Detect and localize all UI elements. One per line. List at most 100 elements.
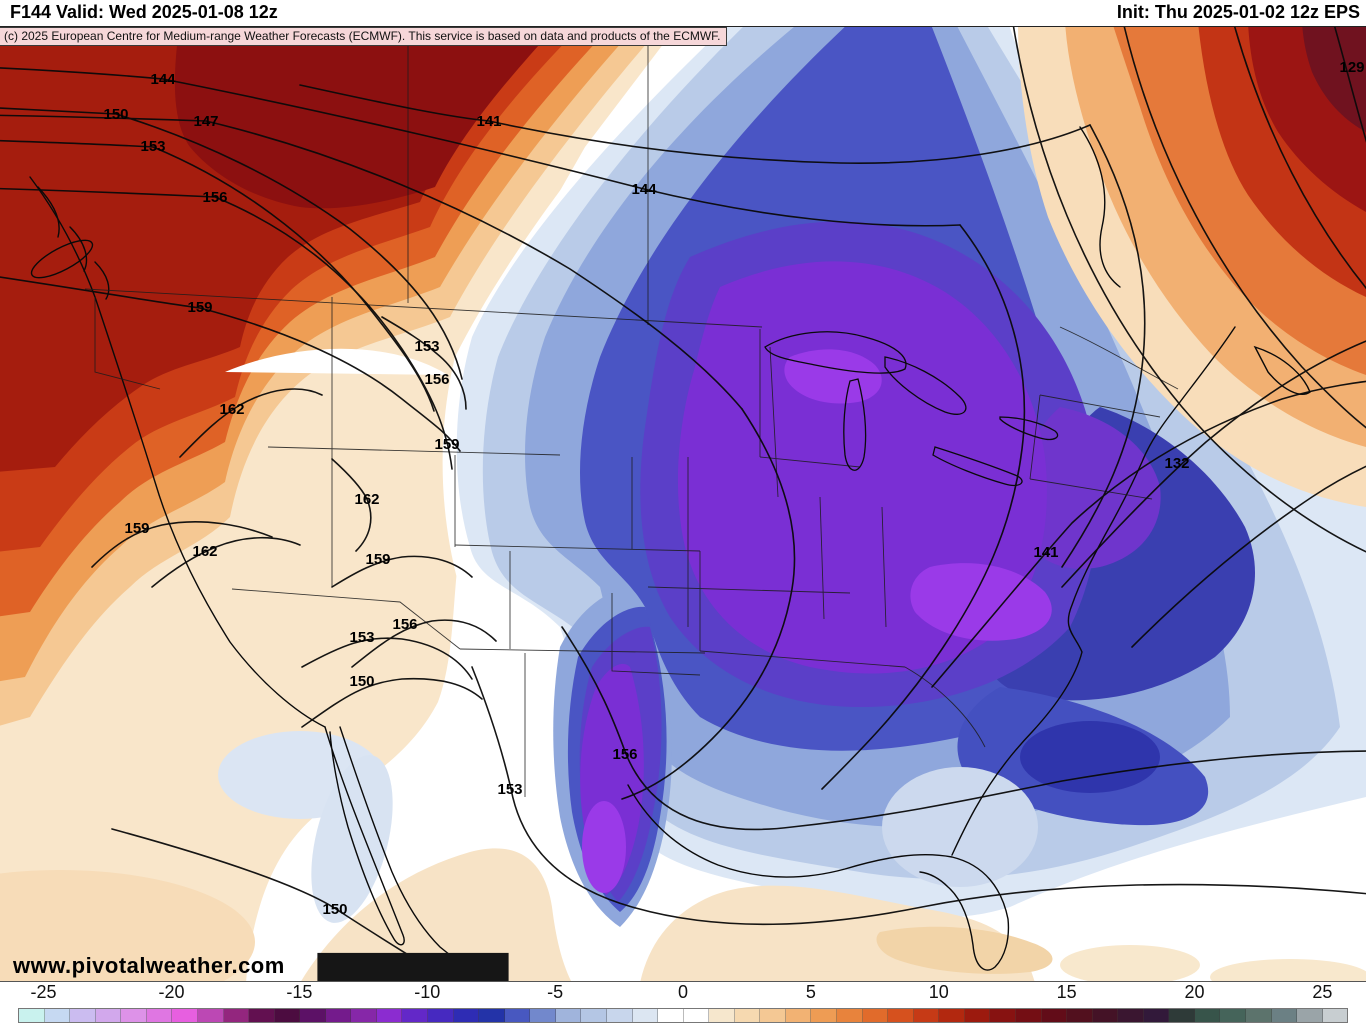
contour-line-layer <box>0 27 1366 981</box>
colorbar-segment <box>632 1009 659 1022</box>
gear-icon <box>0 929 1096 981</box>
colorbar-segment <box>197 1009 224 1022</box>
contour-value-label: 129 <box>1339 59 1364 76</box>
colorbar-tick-label: -25 <box>30 982 57 1002</box>
colorbar-segment <box>581 1009 607 1022</box>
contour-value-label: 156 <box>424 371 449 388</box>
contour-value-label: 153 <box>140 138 165 155</box>
colorbar-segment <box>1297 1009 1323 1022</box>
colorbar-segment <box>1322 1009 1348 1022</box>
colorbar-segment <box>249 1009 275 1022</box>
colorbar-segment <box>70 1009 96 1022</box>
contour-value-label: 153 <box>349 629 374 646</box>
title-bar: F144 Valid: Wed 2025-01-08 12z Init: Thu… <box>0 0 1366 26</box>
colorbar-segment <box>862 1009 889 1022</box>
colorbar-segment <box>683 1009 710 1022</box>
colorbar-segment <box>402 1009 428 1022</box>
colorbar-segment <box>1143 1009 1170 1022</box>
great-lakes-layer <box>764 331 1059 487</box>
valid-time-title: F144 Valid: Wed 2025-01-08 12z <box>10 2 278 22</box>
colorbar-segment <box>990 1009 1016 1022</box>
contour-value-label: 156 <box>202 189 227 206</box>
colorbar-tick-label: 20 <box>1184 982 1205 1002</box>
colorbar-segment <box>964 1009 991 1022</box>
colorbar-segment <box>658 1009 684 1022</box>
contour-value-label: 159 <box>365 551 390 568</box>
colorbar-segment <box>44 1009 71 1022</box>
contour-value-label: 156 <box>612 746 637 763</box>
colorbar-segment <box>376 1009 403 1022</box>
contour-value-label: 159 <box>434 436 459 453</box>
colorbar-segment <box>121 1009 147 1022</box>
colorbar-tick-label: -5 <box>547 982 564 1002</box>
contour-label-layer: 144 150 147 153 156 141 144 159 153 156 162 159 162 1… <box>103 59 1364 918</box>
colorbar-segment <box>1246 1009 1272 1022</box>
contour-value-label: 162 <box>192 543 217 560</box>
colorbar-segment <box>504 1009 531 1022</box>
contour-value-label: 132 <box>1164 455 1189 472</box>
colorbar-segment <box>785 1009 812 1022</box>
contour-value-label: 153 <box>414 338 439 355</box>
colorbar-segment <box>1271 1009 1298 1022</box>
warm-west-fill-layer <box>0 27 696 981</box>
colorbar-segment <box>146 1009 173 1022</box>
colorbar-tick-labels: -25 -20 -15 -10 -5 0 5 10 15 20 25 <box>18 982 1348 1006</box>
colorbar-segment <box>888 1009 914 1022</box>
map-canvas: 144 150 147 153 156 141 144 159 153 156 162 159 162 1… <box>0 27 1366 981</box>
contour-value-label: 147 <box>193 113 218 130</box>
colorbar-area: -25 -20 -15 -10 -5 0 5 10 15 20 25 <box>0 982 1366 1024</box>
contour-value-label: 144 <box>631 181 657 198</box>
colorbar-tick-label: -10 <box>414 982 441 1002</box>
contour-value-label: 162 <box>219 401 244 418</box>
colorbar-segment <box>811 1009 837 1022</box>
colorbar-segment <box>1220 1009 1246 1022</box>
colorbar <box>18 1008 1348 1023</box>
colorbar-segment <box>760 1009 786 1022</box>
cold-fill-layer <box>456 27 1366 927</box>
contour-value-label: 150 <box>103 106 128 123</box>
contour-value-label: 156 <box>392 616 417 633</box>
colorbar-segment <box>95 1009 122 1022</box>
colorbar-segment <box>1041 1009 1068 1022</box>
pivotal-weather-logo: pivtalweather <box>0 923 1358 981</box>
contour-value-label: 144 <box>150 71 176 88</box>
colorbar-tick-label: 25 <box>1312 982 1333 1002</box>
ecmwf-copyright-bar: (c) 2025 European Centre for Medium-rang… <box>0 27 727 46</box>
colorbar-segment <box>428 1009 454 1022</box>
south-fill-layer <box>0 731 1366 981</box>
contour-value-label: 162 <box>354 491 379 508</box>
colorbar-segment <box>1067 1009 1093 1022</box>
colorbar-segment <box>606 1009 633 1022</box>
colorbar-tick-label: 15 <box>1056 982 1077 1002</box>
init-time-title: Init: Thu 2025-01-02 12z EPS <box>1116 2 1360 22</box>
contour-value-label: 159 <box>187 299 212 316</box>
colorbar-segment <box>1194 1009 1221 1022</box>
contour-value-label: 150 <box>322 901 347 918</box>
colorbar-segment <box>172 1009 198 1022</box>
colorbar-tick-label: 0 <box>677 982 689 1002</box>
colorbar-segment <box>453 1009 480 1022</box>
colorbar-segment <box>274 1009 301 1022</box>
anomaly-map: 144 150 147 153 156 141 144 159 153 156 162 159 162 1… <box>0 26 1366 982</box>
watermark-url: www.pivotalweather.com <box>13 953 285 978</box>
contour-value-label: 141 <box>476 113 501 130</box>
colorbar-segment <box>325 1009 352 1022</box>
coastline-layer <box>29 126 1311 981</box>
colorbar-segment <box>223 1009 250 1022</box>
colorbar-segment <box>734 1009 761 1022</box>
colorbar-segment <box>1118 1009 1144 1022</box>
colorbar-segment <box>300 1009 326 1022</box>
colorbar-segment <box>530 1009 556 1022</box>
colorbar-segment <box>709 1009 735 1022</box>
colorbar-segment <box>1015 1009 1042 1022</box>
colorbar-tick-label: 10 <box>928 982 949 1002</box>
colorbar-tick-label: -15 <box>286 982 313 1002</box>
colorbar-segment <box>939 1009 965 1022</box>
contour-value-label: 159 <box>124 520 149 537</box>
colorbar-segment <box>913 1009 940 1022</box>
colorbar-segment <box>479 1009 505 1022</box>
colorbar-segment <box>19 1009 45 1022</box>
colorbar-segment <box>837 1009 863 1022</box>
contour-value-label: 153 <box>497 781 522 798</box>
colorbar-segment <box>1169 1009 1195 1022</box>
